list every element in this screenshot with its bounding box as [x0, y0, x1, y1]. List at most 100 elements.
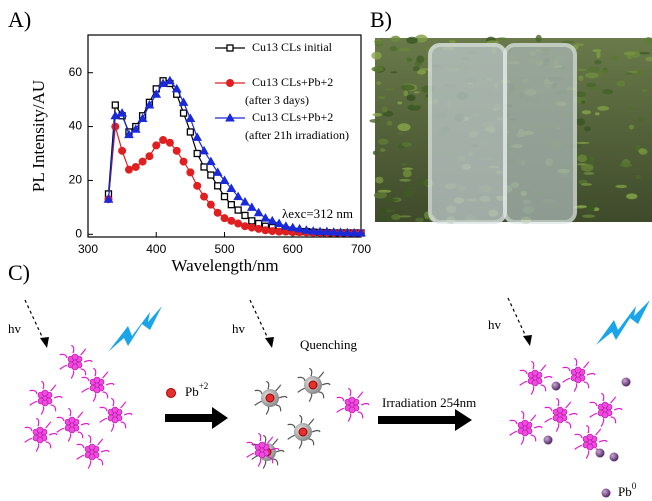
leaf — [639, 148, 648, 154]
ligand — [258, 459, 261, 467]
ligand — [100, 419, 107, 423]
leaf — [402, 168, 413, 170]
leaf — [597, 106, 609, 111]
ligand — [358, 392, 363, 398]
cluster — [563, 358, 595, 391]
ligand — [121, 422, 126, 428]
ligand — [51, 385, 56, 391]
ligand — [88, 435, 91, 443]
leaf — [403, 90, 408, 96]
ligand — [298, 377, 305, 381]
leaf — [402, 142, 412, 147]
ligand — [563, 379, 570, 383]
ligand — [247, 442, 254, 446]
leaf — [423, 47, 429, 50]
atom — [587, 434, 593, 440]
leaf — [615, 185, 627, 188]
cuvette — [505, 45, 575, 222]
data-point — [125, 166, 132, 173]
data-point — [262, 227, 269, 234]
ligand — [586, 451, 589, 459]
ligand — [93, 394, 96, 402]
ligand — [71, 345, 74, 353]
ligand — [566, 402, 571, 408]
atom — [575, 377, 581, 383]
hv-label: hv — [8, 321, 22, 336]
ligand — [299, 415, 302, 423]
data-point — [160, 137, 167, 144]
ligand — [534, 427, 542, 429]
y-tick-label: 20 — [69, 173, 83, 187]
ligand — [124, 414, 132, 416]
leaf — [629, 125, 634, 130]
ligand — [93, 368, 96, 376]
leaf — [402, 190, 414, 197]
ligand — [276, 385, 281, 391]
light-arrow — [25, 300, 45, 343]
ligand — [298, 389, 305, 393]
ligand — [263, 435, 266, 443]
ligand — [258, 433, 261, 441]
atom — [587, 444, 593, 450]
ligand — [51, 405, 56, 411]
ligand — [596, 429, 601, 435]
data-point — [249, 218, 255, 224]
ligand — [276, 405, 281, 411]
leaf — [403, 170, 412, 178]
core — [266, 394, 274, 402]
legend-marker — [227, 80, 234, 87]
ligand — [111, 424, 114, 432]
ligand — [611, 417, 616, 423]
ligand — [510, 432, 517, 436]
atom — [89, 444, 95, 450]
reaction-arrow — [165, 407, 228, 429]
data-point — [173, 147, 180, 154]
ligand — [348, 414, 351, 422]
data-point — [200, 147, 208, 154]
leaf — [588, 87, 601, 90]
cluster — [510, 411, 542, 444]
pb-base: Pb — [618, 484, 632, 499]
ligand — [584, 362, 589, 368]
x-axis-label: Wavelength/nm — [171, 256, 278, 275]
pb-sup: 0 — [632, 481, 637, 491]
ligand — [98, 439, 103, 445]
x-tick-label: 700 — [351, 242, 371, 256]
data-point — [228, 217, 235, 224]
leaf — [625, 72, 632, 75]
ligand — [77, 456, 84, 460]
ligand — [81, 424, 89, 426]
ligand — [41, 407, 44, 415]
data-point — [235, 220, 242, 227]
leaf — [401, 85, 415, 91]
leaf — [374, 192, 387, 199]
cluster — [298, 368, 330, 401]
ligand — [276, 451, 284, 453]
ligand — [288, 436, 295, 440]
legend-note: (after 3 days) — [245, 93, 309, 107]
atom — [557, 407, 563, 413]
data-point — [208, 172, 214, 178]
ligand — [30, 390, 37, 394]
ligand — [541, 385, 546, 391]
ligand — [358, 412, 363, 418]
leaf — [391, 214, 401, 220]
data-point — [112, 123, 119, 130]
leaf — [582, 110, 591, 114]
leaf — [369, 119, 380, 123]
leaf — [582, 214, 595, 217]
y-axis-label: PL Intensity/AU — [29, 80, 48, 192]
ligand — [556, 424, 559, 432]
leaf — [416, 56, 424, 63]
emission — [108, 300, 650, 352]
ligand — [520, 370, 527, 374]
leaf — [620, 163, 633, 167]
ligand — [566, 422, 571, 428]
data-point — [222, 194, 228, 200]
ligand — [520, 382, 527, 386]
leaf — [626, 108, 639, 110]
leaf — [610, 55, 619, 60]
leaf — [596, 51, 600, 59]
cluster — [520, 361, 552, 394]
light-arrow — [250, 300, 270, 343]
